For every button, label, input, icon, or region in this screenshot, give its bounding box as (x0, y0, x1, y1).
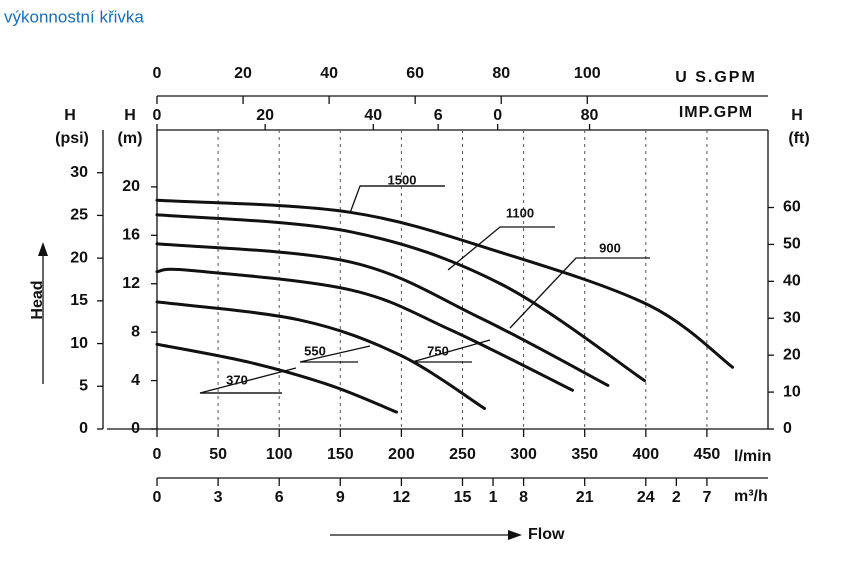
m3h-tick-label: 0 (153, 489, 162, 506)
curve (155, 242, 610, 387)
curve-label: 1500 (388, 172, 417, 187)
ft-tick-label: 0 (783, 420, 792, 437)
m3h-tick-label: 24 (637, 489, 655, 506)
curve (155, 300, 486, 410)
curve-label: 1100 (506, 205, 534, 220)
curve (155, 267, 574, 392)
x-tick-label: 250 (449, 446, 476, 463)
leader-line (199, 367, 297, 394)
chart-title: výkonnostní křivka (4, 7, 144, 26)
psi-tick-label: 15 (70, 292, 88, 309)
x-tick-label: 150 (327, 446, 354, 463)
impgpm-tick-label: 0 (153, 107, 162, 124)
curve-label: 750 (427, 343, 449, 358)
ft-axis-name: H (791, 107, 803, 124)
x-tick-label: 200 (388, 446, 415, 463)
usgpm-tick-label: 40 (320, 65, 338, 82)
psi-tick-label: 5 (79, 378, 88, 395)
x-tick-label: 400 (632, 446, 659, 463)
ft-axis-unit: (ft) (788, 130, 809, 147)
y-tick-label: 12 (122, 275, 140, 292)
curve-label: 370 (226, 372, 248, 387)
curve (155, 198, 735, 369)
y-tick-label: 16 (122, 227, 140, 244)
m3h-tick-label: 8 (519, 489, 528, 506)
m3h-tick-label: 2 (672, 489, 681, 506)
usgpm-tick-label: 80 (492, 65, 510, 82)
x-tick-label: 0 (153, 446, 162, 463)
x-tick-label: 450 (694, 446, 721, 463)
psi-tick-label: 10 (70, 335, 88, 352)
ft-tick-label: 50 (783, 236, 801, 253)
m3h-tick-label: 9 (336, 489, 345, 506)
y-tick-label: 4 (131, 372, 140, 389)
x-tick-label: 350 (571, 446, 598, 463)
leader-line (447, 226, 555, 271)
curve-label: 900 (599, 240, 621, 255)
ft-tick-label: 10 (783, 383, 801, 400)
flow-arrowhead (508, 530, 522, 540)
m3h-tick-label: 7 (702, 489, 711, 506)
m3h-tick-label: 12 (393, 489, 411, 506)
m3h-tick-label: 3 (214, 489, 223, 506)
psi-tick-label: 20 (70, 249, 88, 266)
usgpm-tick-label: 0 (153, 65, 162, 82)
m-axis-unit: (m) (118, 130, 143, 147)
impgpm-tick-label: 6 (434, 107, 443, 124)
x-axis-label: l/min (734, 448, 771, 465)
y-tick-label: 0 (131, 420, 140, 437)
y-tick-label: 8 (131, 323, 140, 340)
m3h-tick-label: 1 (489, 489, 498, 506)
usgpm-tick-label: 60 (406, 65, 424, 82)
flow-label: Flow (528, 526, 565, 543)
leader-line (349, 185, 445, 214)
usgpm-tick-label: 100 (574, 65, 601, 82)
curve-label: 550 (304, 343, 326, 358)
m3h-tick-label: 6 (275, 489, 284, 506)
psi-axis-unit: (psi) (55, 130, 89, 147)
psi-tick-label: 25 (70, 207, 88, 224)
head-label: Head (29, 280, 46, 319)
usgpm-label: U S.GPM (675, 69, 757, 86)
impgpm-tick-label: 0 (493, 107, 502, 124)
x-tick-label: 100 (266, 446, 293, 463)
impgpm-tick-label: 40 (364, 107, 382, 124)
curve (155, 213, 647, 383)
leader-line (299, 345, 371, 363)
ft-tick-label: 20 (783, 346, 801, 363)
y-tick-label: 20 (122, 178, 140, 195)
m3h-label: m³/h (734, 488, 768, 505)
leader-line (411, 339, 491, 363)
x-tick-label: 300 (510, 446, 537, 463)
curve (155, 342, 399, 414)
ft-tick-label: 40 (783, 273, 801, 290)
m3h-tick-label: 21 (576, 489, 594, 506)
impgpm-tick-label: 20 (256, 107, 274, 124)
psi-tick-label: 30 (70, 164, 88, 181)
usgpm-tick-label: 20 (234, 65, 252, 82)
ft-tick-label: 60 (783, 199, 801, 216)
x-tick-label: 50 (209, 446, 227, 463)
head-arrowhead (38, 242, 48, 256)
impgpm-label: IMP.GPM (679, 104, 753, 121)
psi-axis-name: H (64, 107, 76, 124)
leader-line (509, 257, 650, 329)
ft-tick-label: 30 (783, 309, 801, 326)
m3h-tick-label: 15 (454, 489, 472, 506)
psi-tick-label: 0 (79, 420, 88, 437)
m-axis-name: H (124, 107, 136, 124)
impgpm-tick-label: 80 (581, 107, 599, 124)
